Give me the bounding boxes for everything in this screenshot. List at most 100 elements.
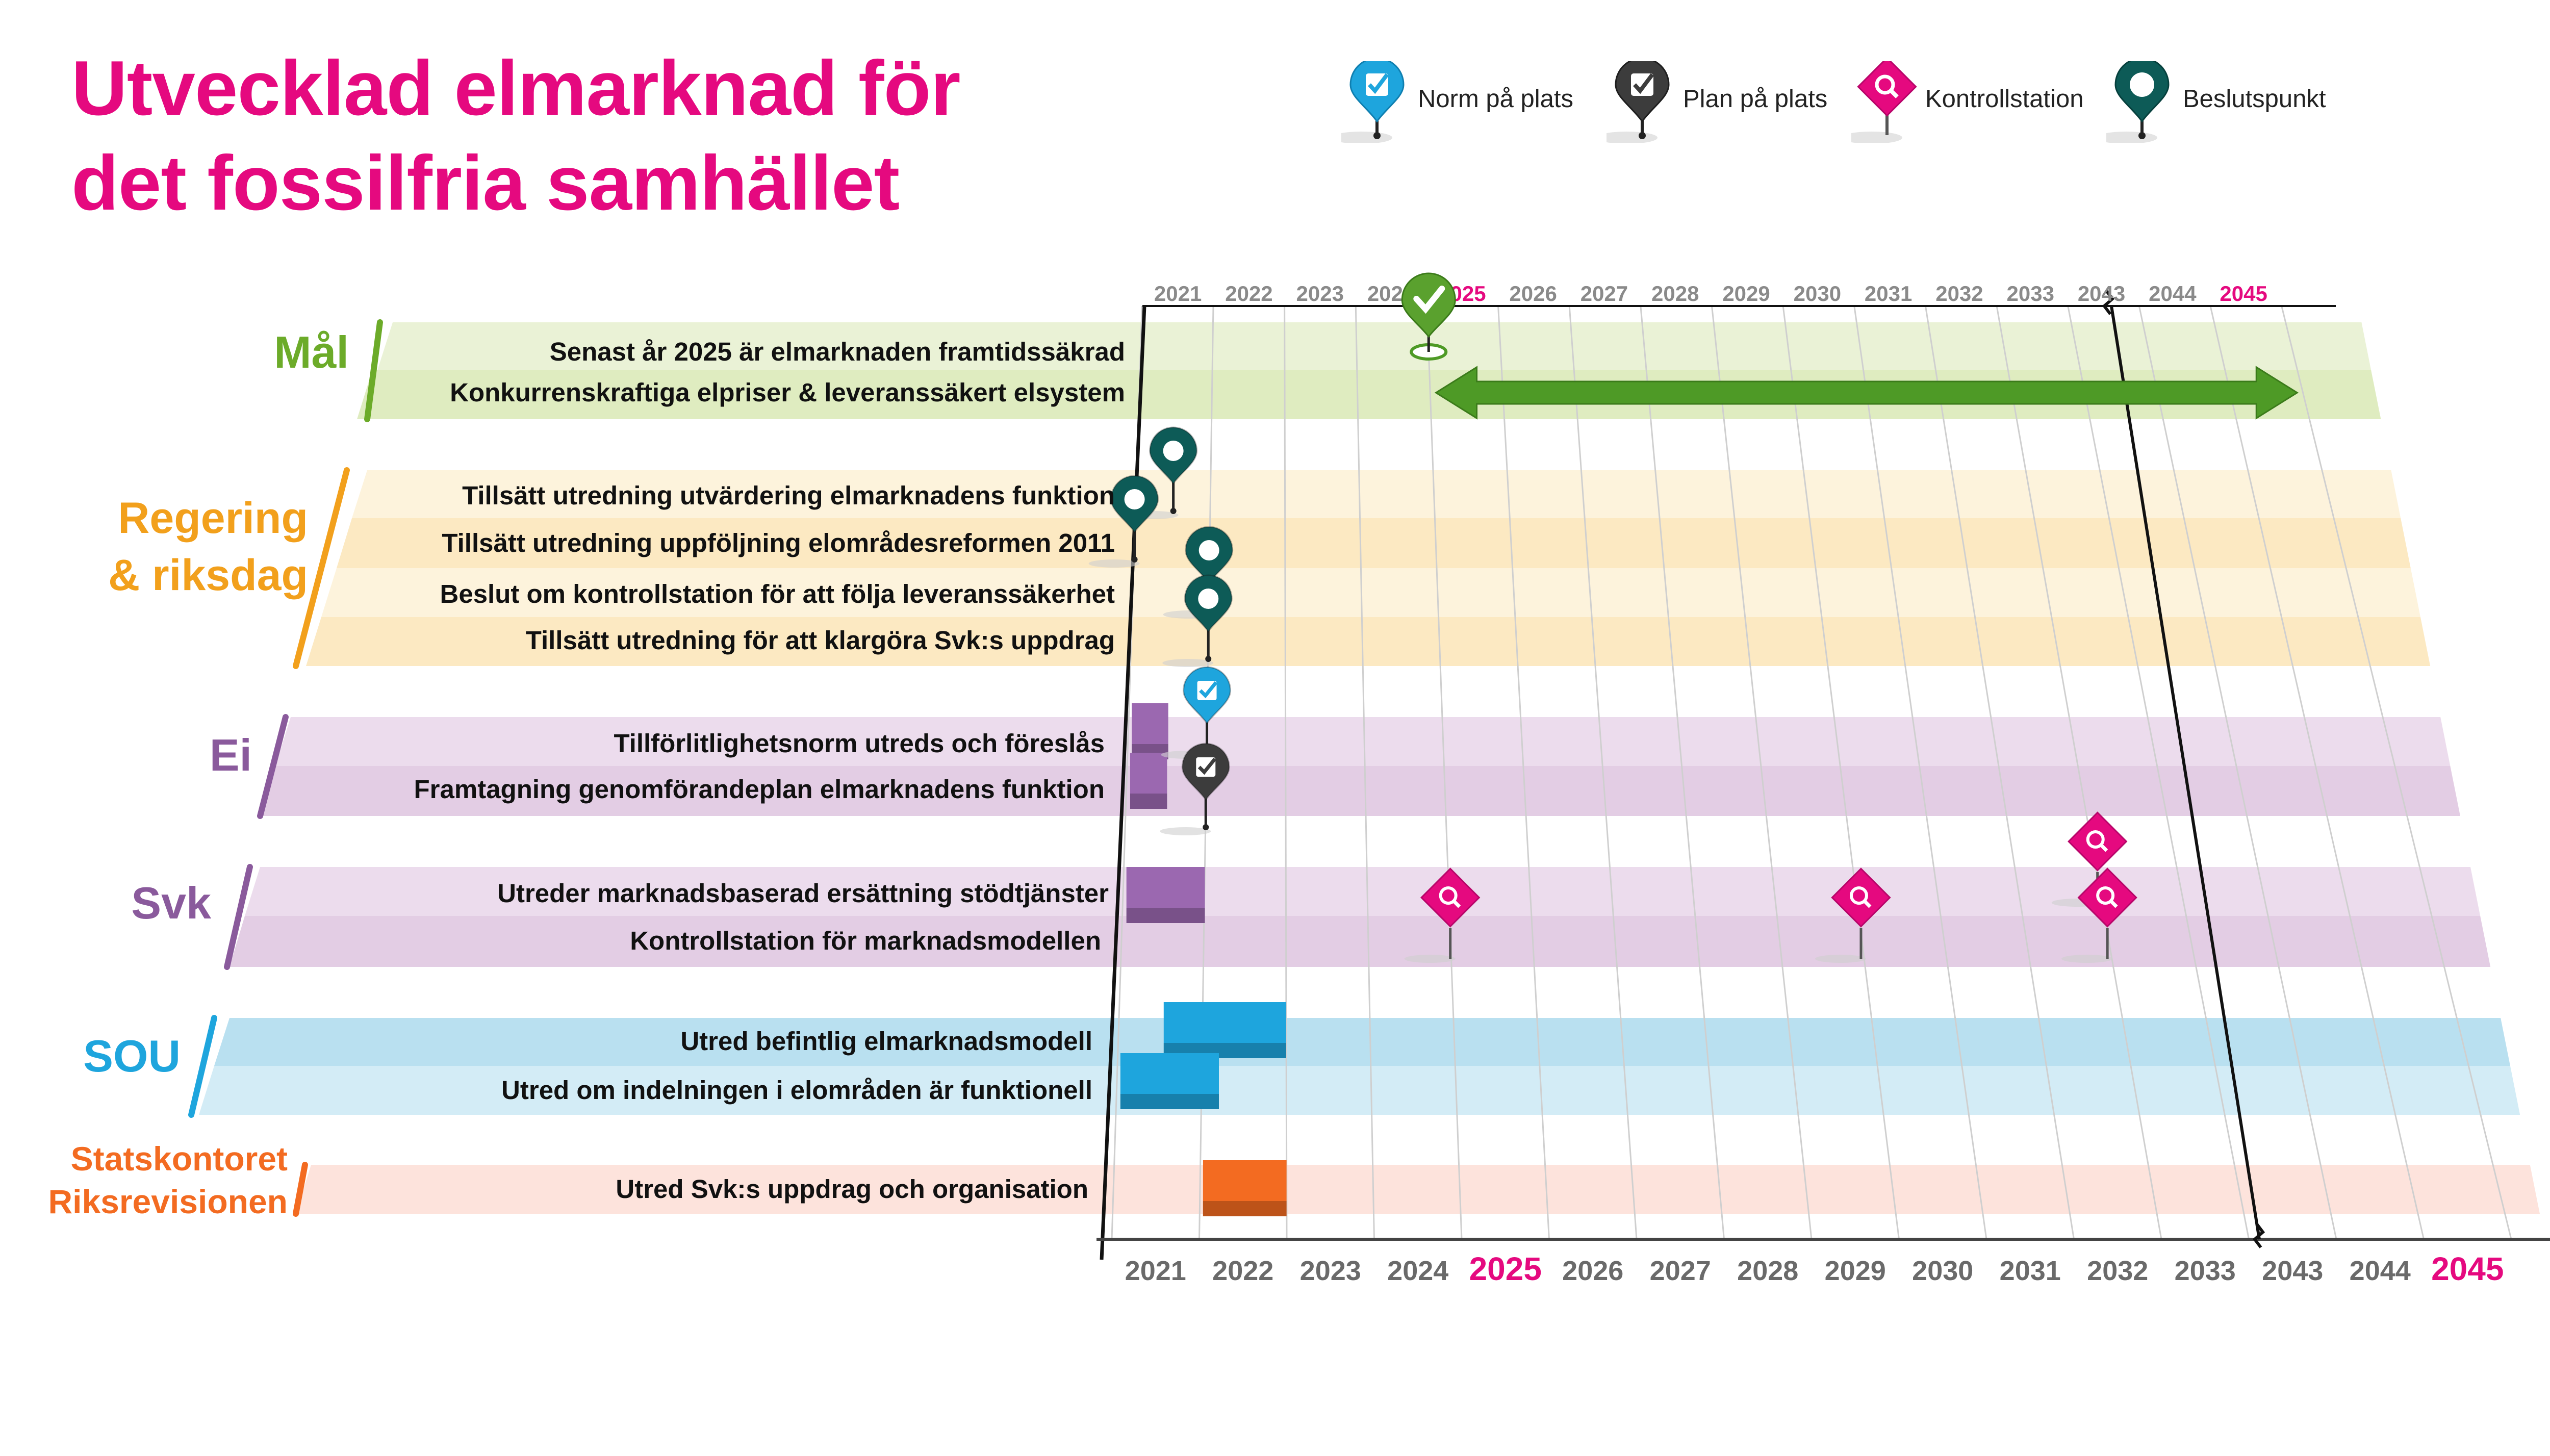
- year-label-bottom: 2025: [1469, 1250, 1542, 1287]
- check-pin-glyph: [1413, 286, 1445, 314]
- axis-break-line: [2110, 305, 2261, 1240]
- row-band: [296, 1165, 2540, 1214]
- milestone-shadow: [1160, 827, 1211, 835]
- bar-face: [1126, 867, 1205, 923]
- year-label-bottom: 2044: [2350, 1256, 2411, 1286]
- task-label: Utred om indelningen i elområden är funk…: [501, 1076, 1092, 1105]
- year-label-bottom: 2043: [2262, 1256, 2323, 1286]
- year-label-top: 2021: [1154, 282, 1202, 305]
- milestone-norm-på-plats-icon: [1161, 666, 1232, 759]
- grid-line: [1355, 305, 1375, 1240]
- group-label-statskontoret: Statskontoret Riksrevisionen: [48, 1137, 288, 1223]
- milestone-glyph: [1849, 886, 1868, 905]
- bar-shadow: [1126, 908, 1205, 923]
- page-title: Utvecklad elmarknad för det fossilfria s…: [71, 41, 961, 231]
- year-label-top: 2027: [1580, 282, 1628, 305]
- milestone-glyph: [1163, 441, 1184, 461]
- bar-face: [1163, 1002, 1286, 1058]
- grid-line: [1996, 305, 2162, 1240]
- grid-line: [1711, 305, 1813, 1240]
- year-label-bottom: 2024: [1387, 1256, 1448, 1286]
- group-label-regering-line1: Regering: [118, 494, 308, 543]
- task-label: Utred Svk:s uppdrag och organisation: [616, 1174, 1088, 1204]
- milestone-glyph: [1199, 681, 1218, 699]
- milestone-foot: [1170, 508, 1177, 514]
- timeline-bar: [1132, 703, 1168, 759]
- legend-kontrollstation-label: Kontrollstation: [1925, 85, 2084, 113]
- milestone-plan-på-plats-icon: [1160, 743, 1230, 835]
- bar-face: [1132, 703, 1168, 759]
- row-band: [352, 470, 2401, 518]
- group-label-sou: SOU: [83, 1031, 181, 1081]
- task-label: Kontrollstation för marknadsmodellen: [630, 926, 1101, 955]
- year-label-top: 2029: [1722, 282, 1770, 305]
- group-label-mal: Mål: [274, 327, 349, 377]
- group-accent: [293, 1162, 308, 1217]
- year-label-top: 2022: [1225, 282, 1272, 305]
- row-band: [230, 916, 2491, 967]
- row-band: [275, 717, 2451, 766]
- milestone-foot: [1131, 556, 1138, 563]
- year-label-bottom: 2023: [1300, 1256, 1361, 1286]
- year-label-top: 2030: [1794, 282, 1841, 305]
- timeline-bar: [1203, 1160, 1287, 1216]
- year-label-bottom: 2026: [1562, 1256, 1623, 1286]
- title-line-2: det fossilfria samhället: [71, 140, 900, 226]
- plan-pin-icon: [1606, 61, 1670, 143]
- group-accent: [224, 864, 253, 970]
- task-label: Beslut om kontrollstation för att följa …: [440, 579, 1115, 608]
- bar-shadow: [1130, 794, 1167, 809]
- goal-arrow: [1434, 366, 2299, 420]
- year-label-top: 2032: [1935, 282, 1983, 305]
- group-accent: [257, 714, 289, 819]
- grid-line: [1568, 305, 1638, 1240]
- title-line-1: Utvecklad elmarknad för: [71, 45, 961, 132]
- kontrollstation-icon: [1851, 61, 1917, 143]
- timeline-bar: [1130, 753, 1167, 809]
- task-label: Tillsätt utredning utvärdering elmarknad…: [462, 481, 1115, 510]
- year-label-bottom: 2027: [1650, 1256, 1711, 1286]
- timeline-bar: [1163, 1002, 1286, 1058]
- grid-line: [2281, 305, 2512, 1240]
- group-accent: [293, 467, 350, 669]
- bar-face: [1203, 1160, 1287, 1216]
- grid-line: [1284, 305, 1288, 1240]
- group-label-statskontoret-line2: Riksrevisionen: [48, 1183, 288, 1220]
- year-label-top: 2045: [2220, 282, 2267, 305]
- bar-shadow: [1120, 1094, 1219, 1109]
- y-axis-line: [1100, 305, 1146, 1260]
- milestone-kontrollstation-icon: [1815, 867, 1891, 963]
- milestone-glyph: [2109, 899, 2118, 908]
- axis-break-bottom: [2252, 1223, 2265, 1248]
- bar-face: [1130, 753, 1167, 809]
- group-accent: [188, 1015, 217, 1118]
- group-label-statskontoret-line1: Statskontoret: [70, 1140, 288, 1178]
- milestone-glyph: [1197, 757, 1216, 775]
- milestone-glyph: [2099, 843, 2108, 852]
- milestone-beslutspunkt-icon: [1088, 475, 1159, 568]
- row-band: [337, 518, 2411, 568]
- task-label: Senast år 2025 är elmarknaden framtidssä…: [549, 337, 1125, 366]
- group-accent: [364, 319, 383, 422]
- milestone-head: [1831, 867, 1891, 928]
- grid-line: [1426, 305, 1463, 1240]
- grid-line: [2138, 305, 2337, 1240]
- milestone-shadow: [2061, 955, 2113, 963]
- year-label-bottom: 2045: [2431, 1250, 2504, 1287]
- milestone-head: [2077, 867, 2137, 928]
- milestone-glyph: [1124, 489, 1145, 509]
- milestone-head: [2068, 811, 2128, 872]
- milestone-glyph: [2096, 886, 2115, 905]
- year-label-bottom: 2031: [2000, 1256, 2061, 1286]
- milestone-glyph: [1198, 589, 1219, 609]
- task-label: Tillsätt utredning uppföljning elområdes…: [442, 528, 1115, 557]
- milestone-kontrollstation-icon: [2061, 867, 2137, 963]
- timeline-bar: [1120, 1053, 1219, 1109]
- legend-plan-label: Plan på plats: [1683, 85, 1828, 113]
- beslutspunkt-icon: [2106, 61, 2170, 143]
- axis-break-top: [2102, 290, 2115, 315]
- legend-norm-label: Norm på plats: [1418, 85, 1574, 113]
- bar-shadow: [1203, 1201, 1287, 1216]
- row-band: [306, 617, 2431, 666]
